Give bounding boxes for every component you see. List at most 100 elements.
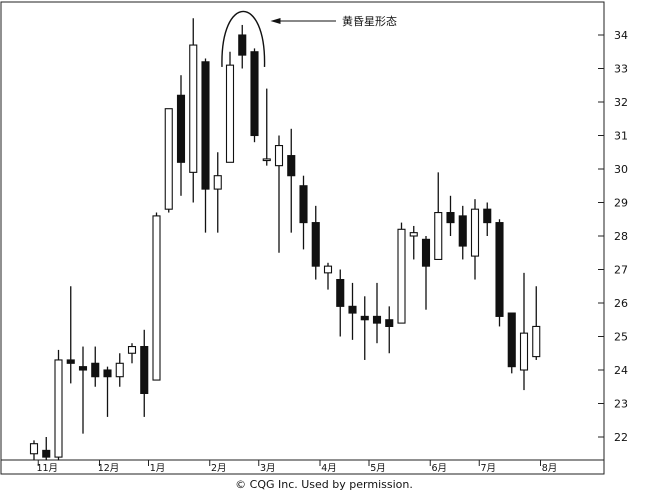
candle-body-filled <box>91 362 100 378</box>
candle-body-filled <box>311 222 320 267</box>
candle-body-hollow <box>189 44 198 173</box>
candle <box>287 128 296 233</box>
y-tick-label: 23 <box>614 398 628 411</box>
candle-body-filled <box>299 185 308 224</box>
candle-body-filled <box>360 315 369 321</box>
candle <box>78 346 88 434</box>
candle <box>189 18 198 203</box>
y-tick-label: 32 <box>614 96 628 109</box>
y-tick-label: 33 <box>614 63 628 76</box>
y-tick-label: 25 <box>614 331 628 344</box>
candle-body-hollow <box>29 443 39 455</box>
candle-body-filled <box>250 51 259 137</box>
month-label: 5月 <box>370 463 386 474</box>
candle <box>176 75 186 196</box>
candle <box>446 195 455 236</box>
candle-body-filled <box>507 312 516 368</box>
candle <box>201 58 210 233</box>
candle-body-filled <box>140 345 149 394</box>
candle-body-filled <box>495 222 504 317</box>
candle <box>483 202 492 236</box>
month-label: 2月 <box>211 463 227 474</box>
candle <box>470 199 480 280</box>
candle-body-filled <box>458 215 467 247</box>
candle-body-hollow <box>409 232 418 237</box>
month-label: 8月 <box>542 463 558 474</box>
month-label: 6月 <box>431 463 447 474</box>
candle-body-filled <box>336 278 345 307</box>
month-strip <box>0 459 605 475</box>
candle-body-hollow <box>274 145 284 167</box>
candle <box>397 222 406 324</box>
candle-body-hollow <box>470 208 480 257</box>
candle <box>360 296 369 360</box>
candles-group <box>29 18 541 461</box>
candle <box>274 135 284 253</box>
month-label: 12月 <box>98 463 120 474</box>
candle <box>409 225 418 260</box>
annotation-arrow-head <box>270 18 281 24</box>
candle <box>54 349 63 461</box>
candle-body-filled <box>238 34 247 56</box>
candle <box>434 172 443 261</box>
candle <box>532 286 541 360</box>
candle <box>372 282 382 344</box>
month-label: 11月 <box>36 463 58 474</box>
candle-body-filled <box>287 155 296 177</box>
candle-body-hollow <box>225 64 235 163</box>
evening-star-arc <box>221 10 266 67</box>
candle-body-filled <box>385 319 394 327</box>
month-label: 1月 <box>150 463 166 474</box>
candle <box>348 282 357 340</box>
y-tick-label: 26 <box>614 297 628 310</box>
candle-body-hollow <box>127 345 137 354</box>
candle-body-hollow <box>519 332 529 371</box>
y-tick-label: 29 <box>614 197 628 210</box>
candle <box>323 262 333 290</box>
candle <box>225 51 235 163</box>
candle <box>299 175 308 250</box>
candle <box>164 108 173 213</box>
candle <box>66 286 75 384</box>
candle <box>421 236 431 310</box>
y-tick-label: 30 <box>614 163 628 176</box>
candle <box>507 312 516 374</box>
y-tick-label: 24 <box>614 364 628 377</box>
candle-body-filled <box>421 238 431 267</box>
candle-body-hollow <box>434 212 443 261</box>
candle-body-filled <box>483 208 492 224</box>
y-tick-label: 31 <box>614 130 628 143</box>
candle <box>336 269 345 337</box>
candle-body-hollow <box>532 325 541 358</box>
candle-body-hollow <box>164 108 173 210</box>
candle-body-hollow <box>213 175 222 190</box>
candle <box>262 88 271 166</box>
candle <box>42 437 51 461</box>
candle-body-hollow <box>262 158 271 162</box>
candle-body-hollow <box>54 359 63 458</box>
candle-body-filled <box>348 305 357 314</box>
candle <box>250 48 259 143</box>
month-label: 4月 <box>321 463 337 474</box>
candle-body-hollow <box>115 362 124 378</box>
y-tick-label: 34 <box>614 29 628 42</box>
copyright-credit: © CQG Inc. Used by permission. <box>235 478 413 491</box>
candle-body-hollow <box>397 228 406 324</box>
plot-frame <box>0 1 605 461</box>
x-axis-months: 11月 12月 1月 2月 3月 4月 5月 6月 7月 8月 <box>36 460 557 474</box>
candle <box>152 212 161 381</box>
candle-body-filled <box>446 212 455 224</box>
candle <box>238 24 247 69</box>
annotation-label: 黄昏星形态 <box>342 14 397 28</box>
y-tick-label: 27 <box>614 264 628 277</box>
candle <box>311 205 320 280</box>
candle-body-hollow <box>152 215 161 381</box>
evening-star-annotation: 黄昏星形态 <box>221 10 397 67</box>
candle-body-hollow <box>323 265 333 274</box>
candle-body-filled <box>176 94 186 163</box>
candle <box>495 219 504 327</box>
candle <box>458 205 467 260</box>
candle <box>127 343 137 364</box>
candle <box>103 366 112 417</box>
